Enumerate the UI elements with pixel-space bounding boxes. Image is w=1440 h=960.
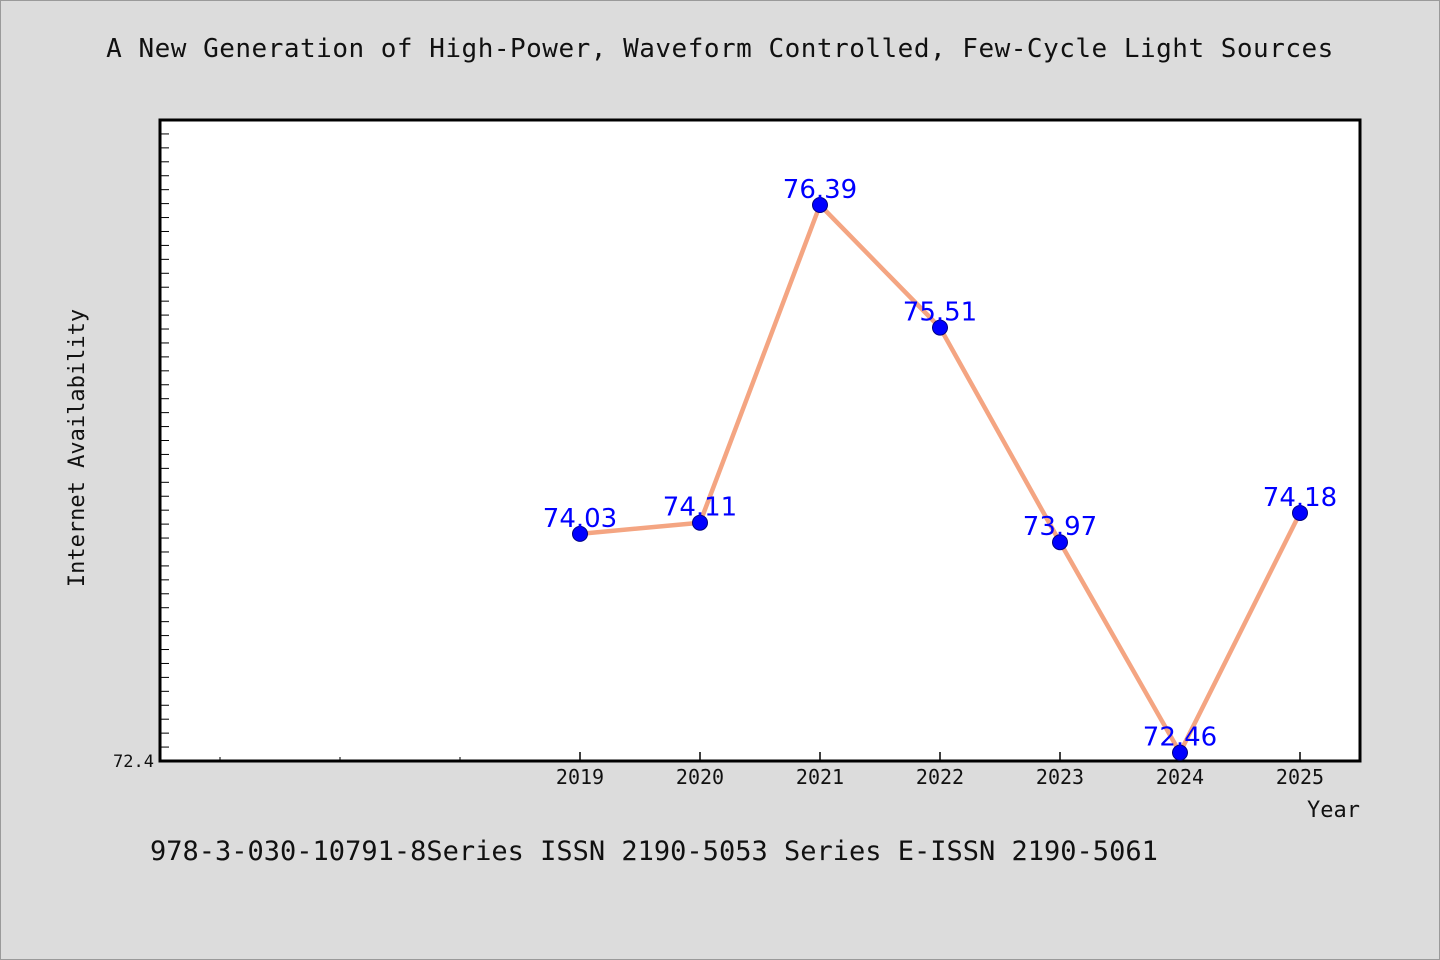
data-label: 72.46 xyxy=(1143,723,1217,753)
x-tick-label: 2022 xyxy=(916,765,964,789)
data-point xyxy=(1292,504,1308,521)
x-axis-ticks: 2019 2020 2021 2022 2023 2024 2025 xyxy=(219,752,1324,789)
x-tick-label: 2020 xyxy=(676,765,724,789)
data-label: 74.11 xyxy=(663,493,737,523)
y-axis-title: Internet Availability xyxy=(65,309,90,587)
data-point xyxy=(1172,744,1188,761)
data-label: 76.39 xyxy=(783,175,857,205)
chart-title: A New Generation of High-Power, Waveform… xyxy=(106,34,1334,64)
data-label: 74.03 xyxy=(543,504,617,534)
data-label: 75.51 xyxy=(903,298,977,328)
data-point xyxy=(932,319,948,336)
plot-area xyxy=(158,118,1362,763)
data-label: 74.18 xyxy=(1263,483,1337,513)
x-tick-label: 2019 xyxy=(556,765,604,789)
x-tick-label: 2023 xyxy=(1036,765,1084,789)
x-tick-label: 2021 xyxy=(796,765,844,789)
data-point xyxy=(572,525,588,542)
series-layer xyxy=(572,197,1308,761)
x-tick-label: 2024 xyxy=(1156,765,1204,789)
y-axis-ticks: 72.4 xyxy=(113,133,169,772)
x-tick-label: 2025 xyxy=(1276,765,1324,789)
data-point xyxy=(692,514,708,531)
data-label-layer: 74.03 74.11 76.39 75.51 73.97 72.46 74.18 xyxy=(543,175,1337,753)
data-point xyxy=(812,197,828,214)
y-tick-label: 72.4 xyxy=(113,752,154,772)
data-label: 73.97 xyxy=(1023,512,1097,542)
x-axis-title: Year xyxy=(1307,798,1360,823)
data-point xyxy=(1052,534,1068,551)
footer-isbn-issn: 978-3-030-10791-8Series ISSN 2190-5053 S… xyxy=(150,836,1158,867)
